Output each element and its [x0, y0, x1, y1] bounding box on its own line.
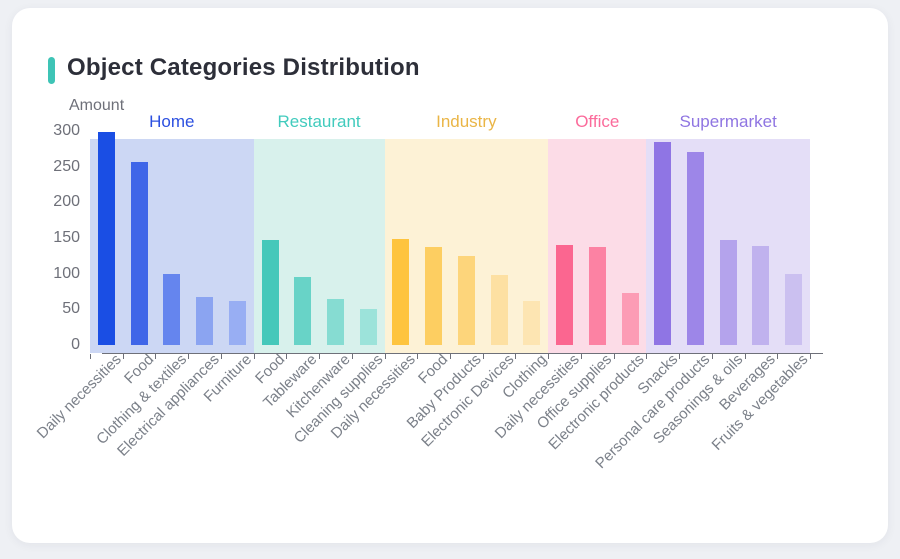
group-label-home: Home	[149, 112, 195, 131]
y-tick-label: 100	[53, 264, 80, 282]
x-axis-tick	[319, 354, 321, 359]
bar-food[interactable]	[130, 161, 148, 345]
x-axis-tick	[646, 354, 648, 359]
bar-baby-products[interactable]	[457, 255, 475, 345]
y-tick-label: 150	[53, 229, 80, 246]
x-axis-tick	[220, 354, 222, 359]
group-label-office: Office	[575, 112, 620, 131]
bar-daily-necessities[interactable]	[556, 245, 574, 345]
bar-electronic-devices[interactable]	[490, 275, 508, 345]
y-tick-label: 300	[53, 122, 80, 139]
x-axis-line	[102, 353, 823, 354]
bar-daily-necessities[interactable]	[97, 132, 115, 345]
x-axis-tick	[450, 354, 451, 359]
x-axis-tick	[482, 354, 484, 359]
chart-card: Object Categories Distribution Amount Ho…	[12, 8, 888, 543]
x-axis-tick	[286, 354, 288, 359]
x-axis-tick	[613, 354, 615, 359]
bar-personal-care-products[interactable]	[686, 151, 704, 345]
y-tick-label: 50	[62, 300, 80, 318]
x-axis-tick	[417, 354, 419, 359]
x-axis-tick	[515, 354, 517, 359]
chart-title: Object Categories Distribution	[67, 54, 420, 81]
x-axis-tick	[188, 354, 190, 359]
x-axis-tick	[384, 354, 386, 359]
bar-seasonings-oils[interactable]	[719, 240, 737, 345]
bar-office-supplies[interactable]	[588, 247, 606, 345]
x-axis-tick	[777, 354, 779, 359]
bar-clothing-textiles[interactable]	[163, 273, 181, 345]
bar-daily-necessities[interactable]	[392, 238, 410, 345]
title-accent-bar	[48, 57, 55, 84]
bar-food[interactable]	[425, 247, 443, 345]
x-axis-tick	[351, 354, 353, 359]
bar-kitchenware[interactable]	[326, 299, 344, 345]
y-axis-title: Amount	[69, 97, 125, 114]
x-axis-tick	[711, 354, 713, 359]
x-axis-tick	[155, 354, 157, 359]
y-tick-label: 0	[71, 336, 80, 353]
y-tick-label: 250	[53, 157, 80, 175]
bar-electrical-appliances[interactable]	[196, 297, 214, 345]
bar-furniture[interactable]	[228, 300, 246, 345]
x-axis-tick	[744, 354, 746, 359]
x-axis-tick	[122, 354, 124, 359]
bar-cleaning-supplies[interactable]	[359, 309, 377, 345]
bar-tableware[interactable]	[294, 276, 312, 345]
x-axis-tick	[810, 354, 811, 359]
x-axis-tick	[580, 354, 582, 359]
group-label-industry: Industry	[436, 112, 497, 131]
bar-clothing[interactable]	[523, 300, 541, 345]
bar-food[interactable]	[261, 240, 279, 345]
bar-snacks[interactable]	[654, 142, 672, 345]
x-axis-tick	[253, 354, 255, 359]
bar-electronic-products[interactable]	[621, 292, 639, 345]
y-tick-label: 200	[53, 193, 80, 211]
x-axis-tick	[548, 354, 550, 359]
bar-fruits-vegetables[interactable]	[785, 273, 803, 345]
group-label-restaurant: Restaurant	[277, 112, 361, 131]
group-label-supermarket: Supermarket	[679, 112, 777, 131]
x-axis-tick	[90, 354, 91, 359]
x-axis-tick	[679, 354, 681, 359]
bar-beverages[interactable]	[752, 245, 770, 345]
